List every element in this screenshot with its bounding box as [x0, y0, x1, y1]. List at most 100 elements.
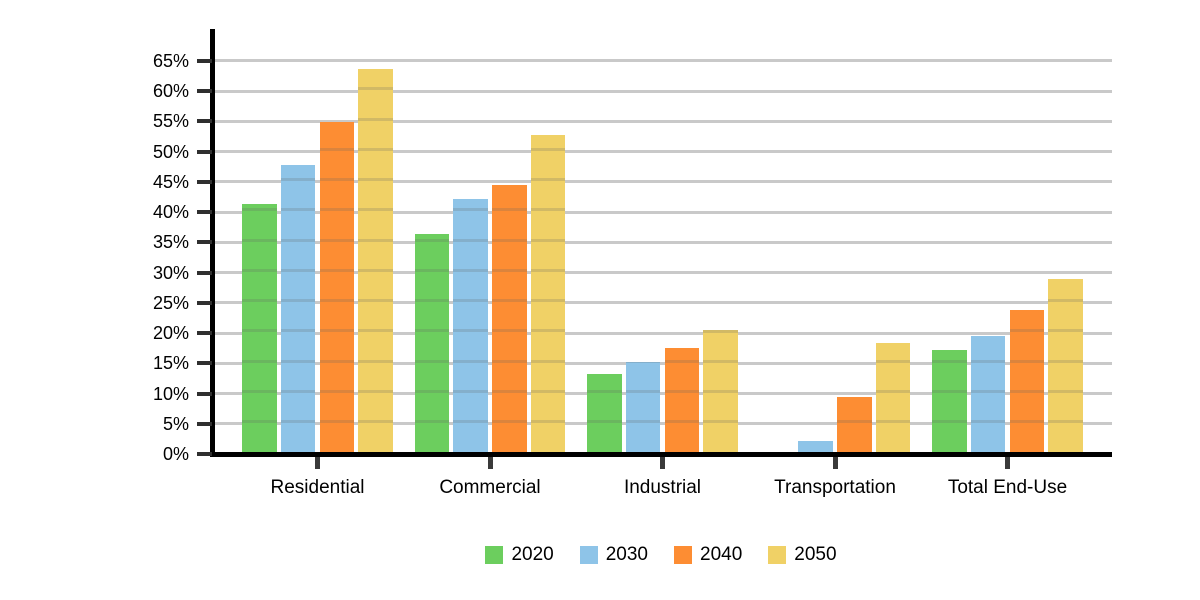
bar-gridline-band	[875, 359, 911, 363]
bar-gridline-band	[453, 389, 488, 393]
category-label: Total End-Use	[947, 477, 1068, 498]
bar-gridline-band	[319, 329, 355, 333]
bar	[798, 440, 833, 452]
legend-swatch	[768, 546, 787, 564]
bar-gridline-band	[530, 359, 566, 363]
bar-gridline-band	[319, 359, 355, 363]
bar	[837, 397, 872, 452]
bar-gridline-band	[280, 178, 316, 182]
legend-item: 2030	[579, 544, 648, 565]
bar-gridline-band	[358, 420, 393, 424]
y-tick	[197, 119, 212, 124]
bar	[319, 121, 355, 452]
bar-gridline-band	[358, 268, 393, 272]
y-tick	[197, 270, 212, 275]
bar-gridline-band	[280, 299, 316, 303]
bar	[530, 134, 566, 452]
bar	[664, 348, 700, 452]
bar-gridline-band	[1009, 359, 1045, 363]
bar-gridline-band	[414, 329, 450, 333]
bar-gridline-band	[414, 420, 450, 424]
x-axis-line	[210, 452, 1112, 457]
bar-gridline-band	[319, 208, 355, 212]
legend-label: 2040	[700, 544, 743, 565]
bar-gridline-band	[492, 238, 527, 242]
x-tick	[1005, 457, 1010, 469]
bar-gridline-band	[414, 299, 450, 303]
gridline	[215, 392, 1112, 395]
bar	[453, 199, 488, 452]
gridline	[215, 240, 1112, 244]
legend-label: 2020	[511, 544, 554, 565]
bar-gridline-band	[875, 420, 911, 424]
bar-gridline-band	[492, 329, 527, 333]
bar-gridline-band	[530, 238, 566, 242]
x-tick	[487, 457, 493, 469]
bar-gridline-band	[319, 268, 355, 272]
bar	[1048, 278, 1083, 452]
bar-gridline-band	[1009, 329, 1045, 333]
bar-gridline-band	[932, 389, 967, 393]
bar	[875, 342, 911, 452]
bar-gridline-band	[587, 420, 622, 424]
bar-gridline-band	[242, 389, 277, 393]
y-tick	[197, 149, 212, 154]
bar-gridline-band	[1048, 299, 1083, 303]
bar	[625, 362, 661, 452]
bar-gridline-band	[280, 268, 316, 272]
bar-gridline-band	[703, 420, 738, 424]
bar-gridline-band	[453, 359, 488, 363]
gridline	[215, 422, 1112, 426]
bar-gridline-band	[664, 359, 700, 363]
bar-gridline-band	[703, 359, 738, 363]
bar-gridline-band	[319, 389, 355, 393]
bar-gridline-band	[358, 147, 393, 151]
y-tick	[197, 89, 212, 93]
bar-gridline-band	[280, 389, 316, 393]
bar-gridline-band	[280, 420, 316, 424]
y-tick	[197, 58, 212, 63]
bar	[970, 336, 1006, 452]
bar-gridline-band	[358, 117, 393, 121]
x-tick	[832, 457, 838, 469]
bar-gridline-band	[280, 329, 316, 333]
bar	[932, 349, 967, 452]
legend-item: 2050	[768, 544, 837, 565]
legend-label: 2030	[605, 544, 648, 565]
bar-gridline-band	[625, 389, 661, 393]
y-tick	[197, 452, 212, 456]
gridline	[215, 180, 1112, 184]
bar-gridline-band	[319, 238, 355, 242]
y-tick-label: 25%	[152, 292, 189, 313]
gridline	[215, 210, 1112, 214]
bar-gridline-band	[492, 208, 527, 212]
legend-item: 2020	[485, 544, 554, 565]
gridline	[215, 271, 1112, 274]
bar	[280, 165, 316, 452]
bar	[414, 233, 450, 452]
bar	[703, 329, 738, 452]
y-tick	[197, 421, 212, 426]
bar-gridline-band	[1048, 359, 1083, 363]
gridline	[215, 331, 1112, 335]
legend-swatch	[674, 546, 692, 564]
bar-gridline-band	[414, 359, 450, 363]
legend-label: 2050	[794, 544, 837, 565]
bar-gridline-band	[492, 268, 527, 272]
bar-gridline-band	[453, 329, 488, 333]
bar-gridline-band	[414, 268, 450, 272]
bar-gridline-band	[414, 238, 450, 242]
bar-gridline-band	[242, 268, 277, 272]
y-tick-label: 15%	[152, 353, 189, 374]
bar-gridline-band	[492, 359, 527, 363]
bar-gridline-band	[453, 420, 488, 424]
legend-item: 2040	[674, 545, 742, 565]
y-tick	[197, 391, 212, 396]
bar-gridline-band	[530, 329, 566, 333]
bar-gridline-band	[875, 389, 911, 393]
bar-gridline-band	[414, 389, 450, 393]
bar-gridline-band	[664, 390, 700, 393]
bar-gridline-band	[837, 420, 872, 424]
category-label: Transportation	[774, 477, 896, 498]
